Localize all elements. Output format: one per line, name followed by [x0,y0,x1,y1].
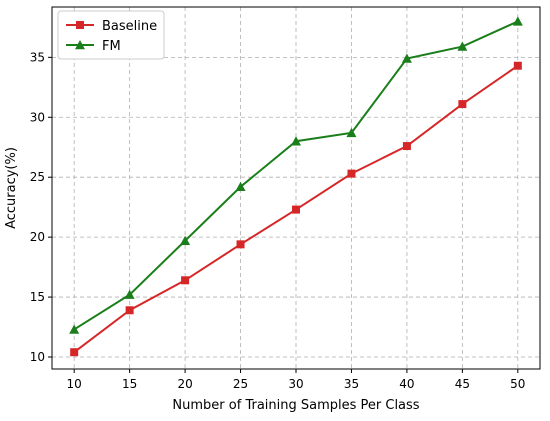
data-point-fm [291,136,301,146]
y-axis-label: Accuracy(%) [4,147,19,229]
legend-box [57,10,165,60]
data-point-fm [124,289,135,299]
x-tick-label: 30 [288,377,303,391]
y-tick-label: 35 [30,50,45,64]
x-tick-label: 35 [344,377,359,391]
data-point-fm [512,16,523,26]
x-tick-label: 50 [510,377,525,391]
data-point-baseline [236,240,245,249]
y-tick-label: 25 [30,170,45,184]
y-tick-label: 30 [30,110,45,124]
legend-label-fm: FM [102,39,121,54]
x-tick-label: 15 [122,377,137,391]
x-tick-label: 40 [399,377,414,391]
data-point-baseline [292,205,300,214]
data-point-fm [346,127,357,138]
x-tick-label: 10 [67,377,82,391]
data-point-baseline [181,276,190,285]
axis-ticks: 10 15 20 25 30 35 40 45 50 10 15 20 25 30 35 [30,50,526,391]
x-tick-label: 20 [177,377,192,391]
legend: Baseline FM [57,10,165,60]
legend-label-baseline: Baseline [102,19,157,34]
grid-lines [52,7,540,369]
x-tick-label: 45 [455,377,470,391]
series-baseline [70,61,522,357]
data-point-baseline [402,142,411,151]
data-point-baseline [513,61,522,70]
data-point-baseline [347,169,356,178]
series-group [69,16,523,357]
series-fm [69,16,523,334]
data-point-fm [235,181,246,192]
data-point-fm [457,41,468,51]
data-point-fm [180,235,191,245]
data-point-baseline [458,100,467,109]
legend-marker-fm [75,40,85,50]
y-tick-label: 20 [30,230,45,244]
data-point-baseline [70,348,79,357]
y-tick-label: 10 [30,350,45,364]
data-point-fm [69,324,80,334]
y-tick-label: 15 [30,290,45,304]
data-point-baseline [125,306,134,315]
data-point-fm [401,53,412,63]
x-tick-label: 25 [233,377,248,391]
x-axis-label: Number of Training Samples Per Class [172,398,419,413]
legend-marker-baseline [76,21,84,29]
